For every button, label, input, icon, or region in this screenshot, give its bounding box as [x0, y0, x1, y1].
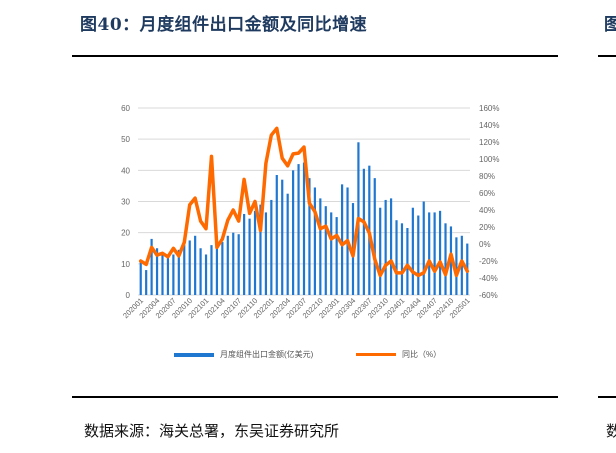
bar	[422, 201, 425, 295]
next-panel-source-fragment: 数	[606, 422, 616, 440]
next-panel-title-fragment: 图	[604, 15, 616, 35]
bar	[172, 254, 175, 295]
bar	[199, 248, 202, 295]
bar	[373, 178, 376, 295]
bar	[379, 207, 382, 295]
bottom-rule	[72, 396, 558, 398]
bar	[194, 235, 197, 295]
legend-bar: 月度组件出口金额(亿美元)	[174, 349, 313, 360]
legend-line-swatch	[356, 353, 396, 356]
bar	[166, 257, 170, 295]
bar	[145, 270, 148, 295]
bar	[389, 198, 393, 295]
right-axis-ticks: -60% -40% -20% 0% 20% 40% 60% 80% 100% 120% 140% 16…	[479, 104, 499, 300]
right-axis-tick-label: -60%	[479, 291, 498, 300]
bar	[248, 218, 251, 295]
bar	[455, 237, 458, 295]
bottom-rule-next	[598, 396, 616, 398]
bar	[150, 238, 153, 295]
bar	[286, 193, 289, 295]
bar	[330, 212, 333, 295]
bar	[264, 212, 268, 295]
bar	[292, 170, 295, 295]
legend-line-label: 同比（%）	[402, 350, 442, 359]
right-axis-tick-label: 40%	[479, 206, 495, 215]
bar	[313, 187, 316, 295]
right-axis-tick-label: -20%	[479, 257, 498, 266]
left-axis-tick-label: 30	[121, 198, 130, 207]
bar	[433, 212, 436, 295]
bar	[270, 199, 273, 295]
left-axis-tick-label: 40	[121, 166, 130, 175]
bar	[226, 235, 229, 295]
bar	[302, 162, 306, 295]
x-axis-ticks: 2020012020042020072020102021012021042021…	[121, 296, 472, 320]
bar	[324, 206, 327, 295]
bar	[275, 175, 278, 295]
bar	[395, 220, 398, 295]
bar	[232, 232, 235, 295]
bar	[384, 199, 387, 295]
top-rule-next	[598, 55, 616, 57]
top-rule	[72, 55, 558, 57]
legend-bar-swatch	[174, 352, 214, 357]
right-axis-tick-label: 20%	[479, 223, 495, 232]
right-axis-tick-label: 60%	[479, 189, 495, 198]
bar	[281, 179, 284, 295]
right-axis-tick-label: 120%	[479, 138, 499, 147]
right-axis-tick-label: 100%	[479, 155, 499, 164]
legend-bar-label: 月度组件出口金额(亿美元)	[220, 350, 314, 359]
bar	[428, 212, 431, 295]
bar	[204, 254, 208, 295]
bar	[253, 210, 257, 295]
bar	[210, 245, 213, 295]
right-axis-tick-label: 0%	[479, 240, 491, 249]
bar	[188, 240, 191, 295]
bar	[400, 223, 404, 295]
bar	[406, 227, 409, 295]
yoy-line-series	[138, 126, 470, 278]
left-axis-tick-label: 20	[121, 229, 130, 238]
bar	[243, 213, 246, 295]
bar	[411, 207, 414, 295]
left-axis-tick-label: 50	[121, 135, 130, 144]
right-axis-tick-label: 140%	[479, 121, 499, 130]
bar	[177, 249, 180, 295]
right-axis-tick-label: 80%	[479, 172, 495, 181]
source-note: 数据来源：海关总署，东吴证券研究所	[84, 422, 340, 440]
left-axis-ticks: 0 10 20 30 40 50 60	[121, 104, 130, 300]
bar	[161, 252, 164, 295]
bar	[417, 215, 420, 295]
bar	[237, 234, 240, 295]
bar	[335, 217, 338, 295]
bar	[438, 210, 442, 295]
left-axis-tick-label: 0	[126, 291, 131, 300]
bar	[362, 168, 365, 295]
bar	[155, 248, 159, 295]
left-axis-tick-label: 60	[121, 104, 130, 113]
figure-title: 图40：月度组件出口金额及同比增速	[80, 15, 368, 35]
bar	[319, 198, 322, 295]
right-axis-tick-label: -40%	[479, 274, 498, 283]
bar	[308, 178, 311, 295]
bar	[340, 184, 344, 295]
bar	[297, 164, 300, 295]
bar	[183, 245, 186, 295]
legend-line: 同比（%）	[356, 349, 441, 360]
bar	[215, 243, 219, 295]
left-axis-tick-label: 10	[121, 260, 130, 269]
right-axis-tick-label: 160%	[479, 104, 499, 113]
bar	[444, 223, 447, 295]
bar	[221, 242, 224, 295]
bar	[259, 204, 262, 295]
bar	[139, 262, 142, 295]
